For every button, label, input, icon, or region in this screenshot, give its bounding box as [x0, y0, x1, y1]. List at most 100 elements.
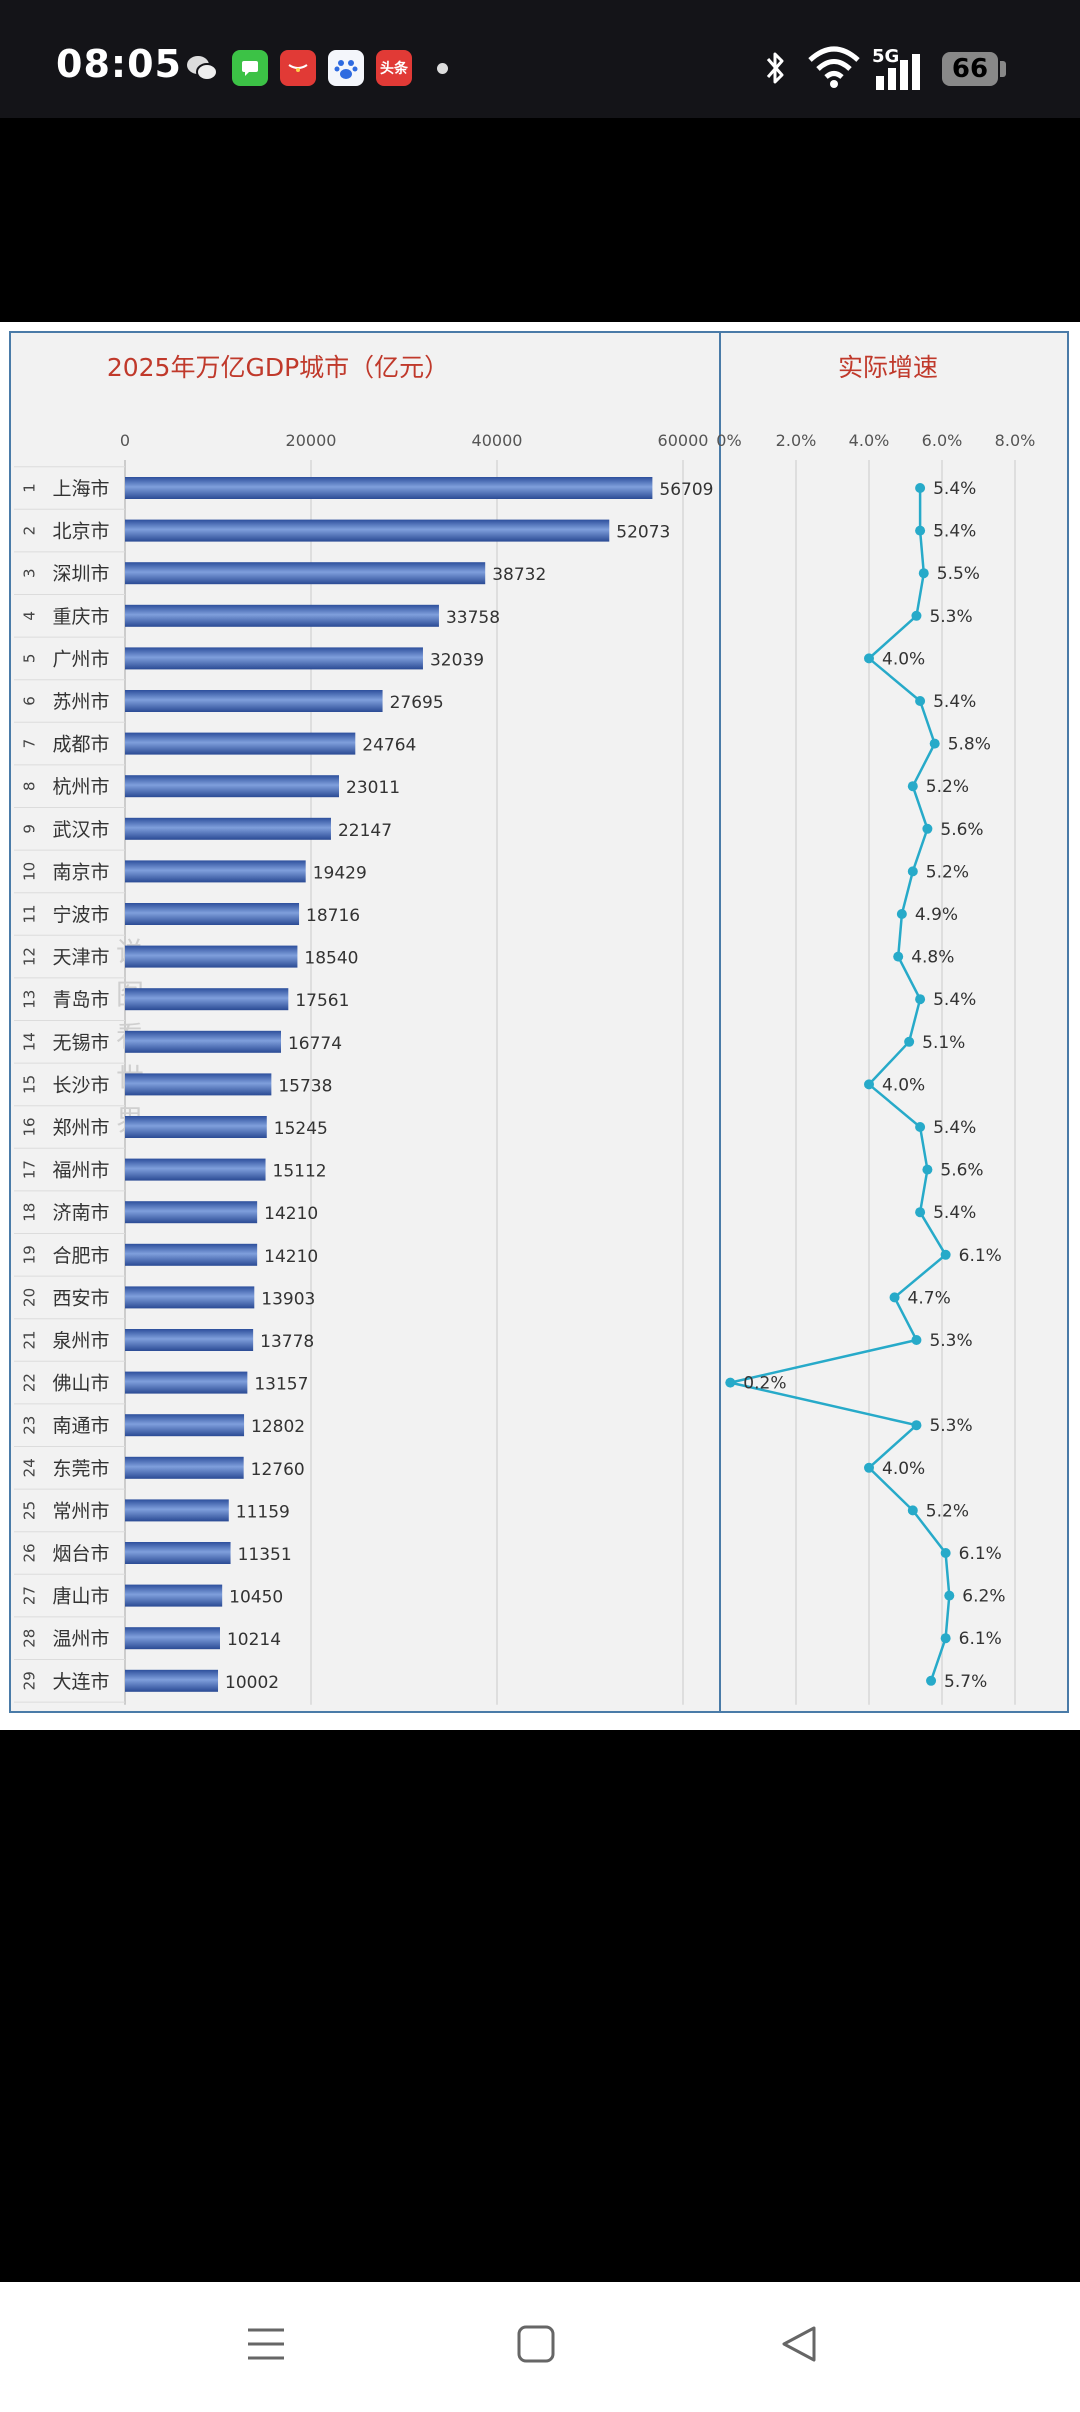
rank-label: 9	[21, 824, 39, 834]
gdp-bar	[125, 817, 331, 840]
growth-value-label: 5.4%	[933, 479, 976, 499]
chart-frame	[9, 331, 1069, 1713]
gdp-value-label: 18540	[304, 949, 358, 969]
growth-point	[864, 653, 874, 664]
growth-value-label: 5.4%	[933, 692, 976, 712]
signal-icon	[876, 54, 920, 90]
rank-label: 25	[21, 1501, 39, 1520]
gdp-bar	[125, 988, 289, 1011]
city-rows: 1 上海市 2 北京市 3 深圳市 4 重庆市 5 广州市 6 苏州市 7 成都市 8 杭州市 9 武汉市 10 南京…	[14, 466, 125, 1703]
growth-point	[911, 1420, 922, 1431]
growth-x-tick-label: 4.0%	[849, 431, 890, 450]
growth-value-label: 4.0%	[882, 1075, 925, 1095]
growth-value-label: 4.0%	[882, 1459, 925, 1479]
city-label: 温州市	[52, 1628, 109, 1650]
gdp-bar	[125, 1456, 244, 1479]
menu-icon[interactable]	[246, 2324, 286, 2364]
rank-label: 16	[21, 1117, 39, 1136]
gdp-bar	[125, 1499, 229, 1522]
gdp-value-label: 10214	[227, 1630, 281, 1650]
bar-x-tick-label: 0	[120, 431, 130, 450]
back-icon[interactable]	[780, 2324, 820, 2364]
city-label: 常州市	[52, 1500, 109, 1522]
battery-tip	[1000, 61, 1006, 77]
rank-label: 4	[21, 611, 39, 621]
growth-point	[922, 1164, 933, 1175]
rank-label: 15	[21, 1075, 39, 1094]
city-label: 西安市	[52, 1287, 109, 1309]
rank-label: 14	[21, 1032, 39, 1051]
city-label: 济南市	[52, 1202, 109, 1224]
city-label: 苏州市	[52, 691, 109, 713]
growth-point	[915, 1207, 926, 1218]
growth-point	[944, 1590, 955, 1601]
rank-label: 20	[21, 1288, 39, 1307]
gdp-bar	[125, 1158, 266, 1181]
city-label: 合肥市	[52, 1245, 109, 1267]
gdp-bar	[125, 1371, 248, 1394]
status-time: 08:05	[56, 42, 182, 86]
growth-x-tick-label: 2.0%	[776, 431, 817, 450]
toutiao-icon: 头条	[376, 50, 412, 86]
growth-x-tick-label: 0%	[716, 431, 741, 450]
growth-value-label: 5.3%	[929, 607, 972, 627]
growth-value-label: 5.2%	[926, 777, 969, 797]
gdp-bar	[125, 477, 653, 499]
gdp-value-label: 14210	[264, 1204, 318, 1224]
gdp-bar	[125, 775, 340, 798]
rank-label: 21	[21, 1330, 39, 1349]
status-bar: 08:05 头条 5G 66	[0, 0, 1080, 118]
growth-value-label: 5.6%	[940, 820, 983, 840]
rank-label: 13	[21, 990, 39, 1009]
city-label: 南京市	[52, 861, 109, 883]
growth-value-label: 4.9%	[915, 905, 958, 925]
gdp-value-label: 23011	[346, 778, 400, 798]
rank-label: 28	[21, 1629, 39, 1648]
gdp-bar	[125, 860, 306, 883]
city-label: 天津市	[52, 947, 109, 969]
growth-point	[864, 1079, 874, 1090]
gdp-value-label: 13778	[260, 1332, 314, 1352]
gdp-bar	[125, 1073, 272, 1096]
home-icon[interactable]	[516, 2324, 556, 2364]
gdp-value-label: 16774	[288, 1034, 342, 1054]
growth-value-label: 6.1%	[959, 1246, 1002, 1266]
growth-point	[922, 823, 933, 834]
rank-label: 8	[21, 781, 39, 791]
growth-point	[915, 994, 926, 1005]
gdp-chart-figure: 2025年万亿GDP城市（亿元） 实际增速 0 20000 40000 60000 0…	[0, 322, 1080, 1730]
rank-label: 23	[21, 1416, 39, 1435]
city-label: 成都市	[52, 734, 109, 756]
city-label: 杭州市	[52, 776, 109, 798]
gdp-bar	[125, 1030, 281, 1053]
city-label: 深圳市	[52, 563, 109, 585]
battery-indicator: 66	[942, 52, 998, 86]
bluetooth-icon	[766, 52, 784, 84]
rank-label: 29	[21, 1671, 39, 1690]
gdp-bar	[125, 903, 300, 925]
gdp-bars: 56709 52073 38732 33758 32039 27695 24764 23011…	[125, 477, 713, 1693]
gdp-bar	[125, 1669, 219, 1692]
gdp-value-label: 15738	[278, 1076, 332, 1096]
gdp-bar	[125, 1201, 258, 1224]
growth-point	[915, 696, 926, 706]
city-label: 佛山市	[52, 1373, 109, 1395]
network-type-label: 5G	[872, 46, 900, 67]
city-label: 福州市	[52, 1160, 109, 1182]
growth-value-label: 5.2%	[926, 862, 969, 882]
growth-value-label: 4.7%	[908, 1288, 951, 1308]
city-label: 长沙市	[52, 1074, 109, 1096]
growth-point	[907, 781, 918, 792]
growth-point	[940, 1548, 951, 1558]
rank-label: 17	[21, 1160, 39, 1179]
city-label: 武汉市	[52, 819, 109, 841]
gdp-bar	[125, 1243, 258, 1266]
gdp-bar	[125, 647, 423, 670]
growth-value-label: 5.4%	[933, 1118, 976, 1138]
bar-chart-title: 2025年万亿GDP城市（亿元）	[107, 353, 449, 382]
growth-value-label: 6.1%	[959, 1544, 1002, 1564]
rank-label: 6	[21, 696, 39, 706]
growth-value-label: 5.2%	[926, 1501, 969, 1521]
notification-more-dot	[437, 63, 448, 74]
gdp-value-label: 12802	[251, 1417, 305, 1437]
